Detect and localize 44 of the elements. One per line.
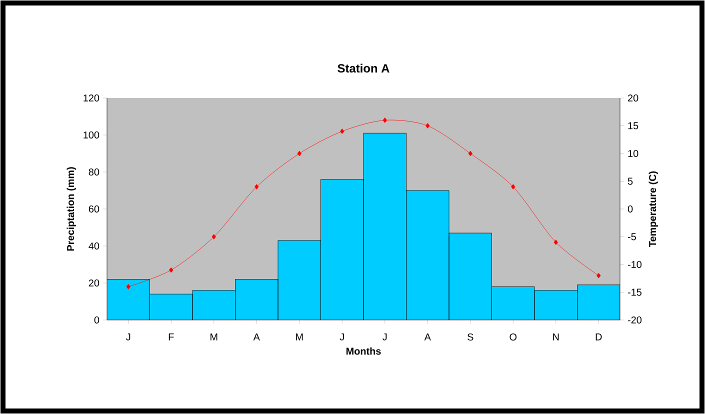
y-tick-label: 40 (88, 242, 100, 250)
y-tick-label: 100 (84, 131, 100, 139)
point (254, 184, 259, 190)
point (169, 267, 174, 273)
x-tick-label: F (168, 333, 174, 340)
y-axis-title: Preciptation (mm) (66, 167, 76, 251)
x-tick-label: S (468, 333, 474, 341)
y-tick-label: 0 (94, 316, 100, 324)
x-tick-label: M (296, 333, 303, 340)
x-tick-label: J (340, 333, 344, 340)
y2-tick-label: 20 (628, 94, 638, 102)
y2-tick-label: 15 (628, 122, 638, 130)
x-tick-label: A (253, 333, 260, 340)
y2-tick-label: 10 (628, 150, 638, 158)
y-tick-label: 120 (84, 94, 100, 102)
x-axis-title: Months (346, 347, 381, 355)
x-tick-label: M (210, 333, 218, 340)
y-tick-label: 60 (88, 205, 100, 213)
point (297, 150, 302, 156)
x-tick-label: N (553, 333, 559, 340)
y2-tick-label: -5 (628, 233, 636, 240)
point (340, 128, 344, 134)
x-tick-label: D (596, 333, 602, 340)
y2-tick-label: 0 (628, 205, 633, 213)
point (382, 118, 387, 123)
y2-tick-label: -20 (628, 316, 642, 324)
chart-title: Station A (338, 64, 390, 73)
point (554, 240, 558, 245)
x-tick-label: O (510, 333, 517, 341)
point (126, 284, 130, 290)
y2-tick-label: -10 (628, 260, 642, 268)
point (511, 184, 516, 190)
y2-tick-label: 5 (628, 178, 633, 185)
y-tick-label: 80 (88, 168, 100, 176)
point (212, 234, 216, 240)
point (596, 272, 601, 278)
x-tick-label: J (126, 333, 130, 340)
y-tick-label: 20 (88, 279, 100, 287)
x-tick-label: A (424, 333, 431, 340)
y2-axis-title: Temperature (C) (648, 171, 658, 247)
x-tick-label: J (382, 333, 387, 340)
y2-tick-label: -15 (628, 288, 642, 296)
point (468, 150, 472, 156)
point (426, 123, 430, 128)
